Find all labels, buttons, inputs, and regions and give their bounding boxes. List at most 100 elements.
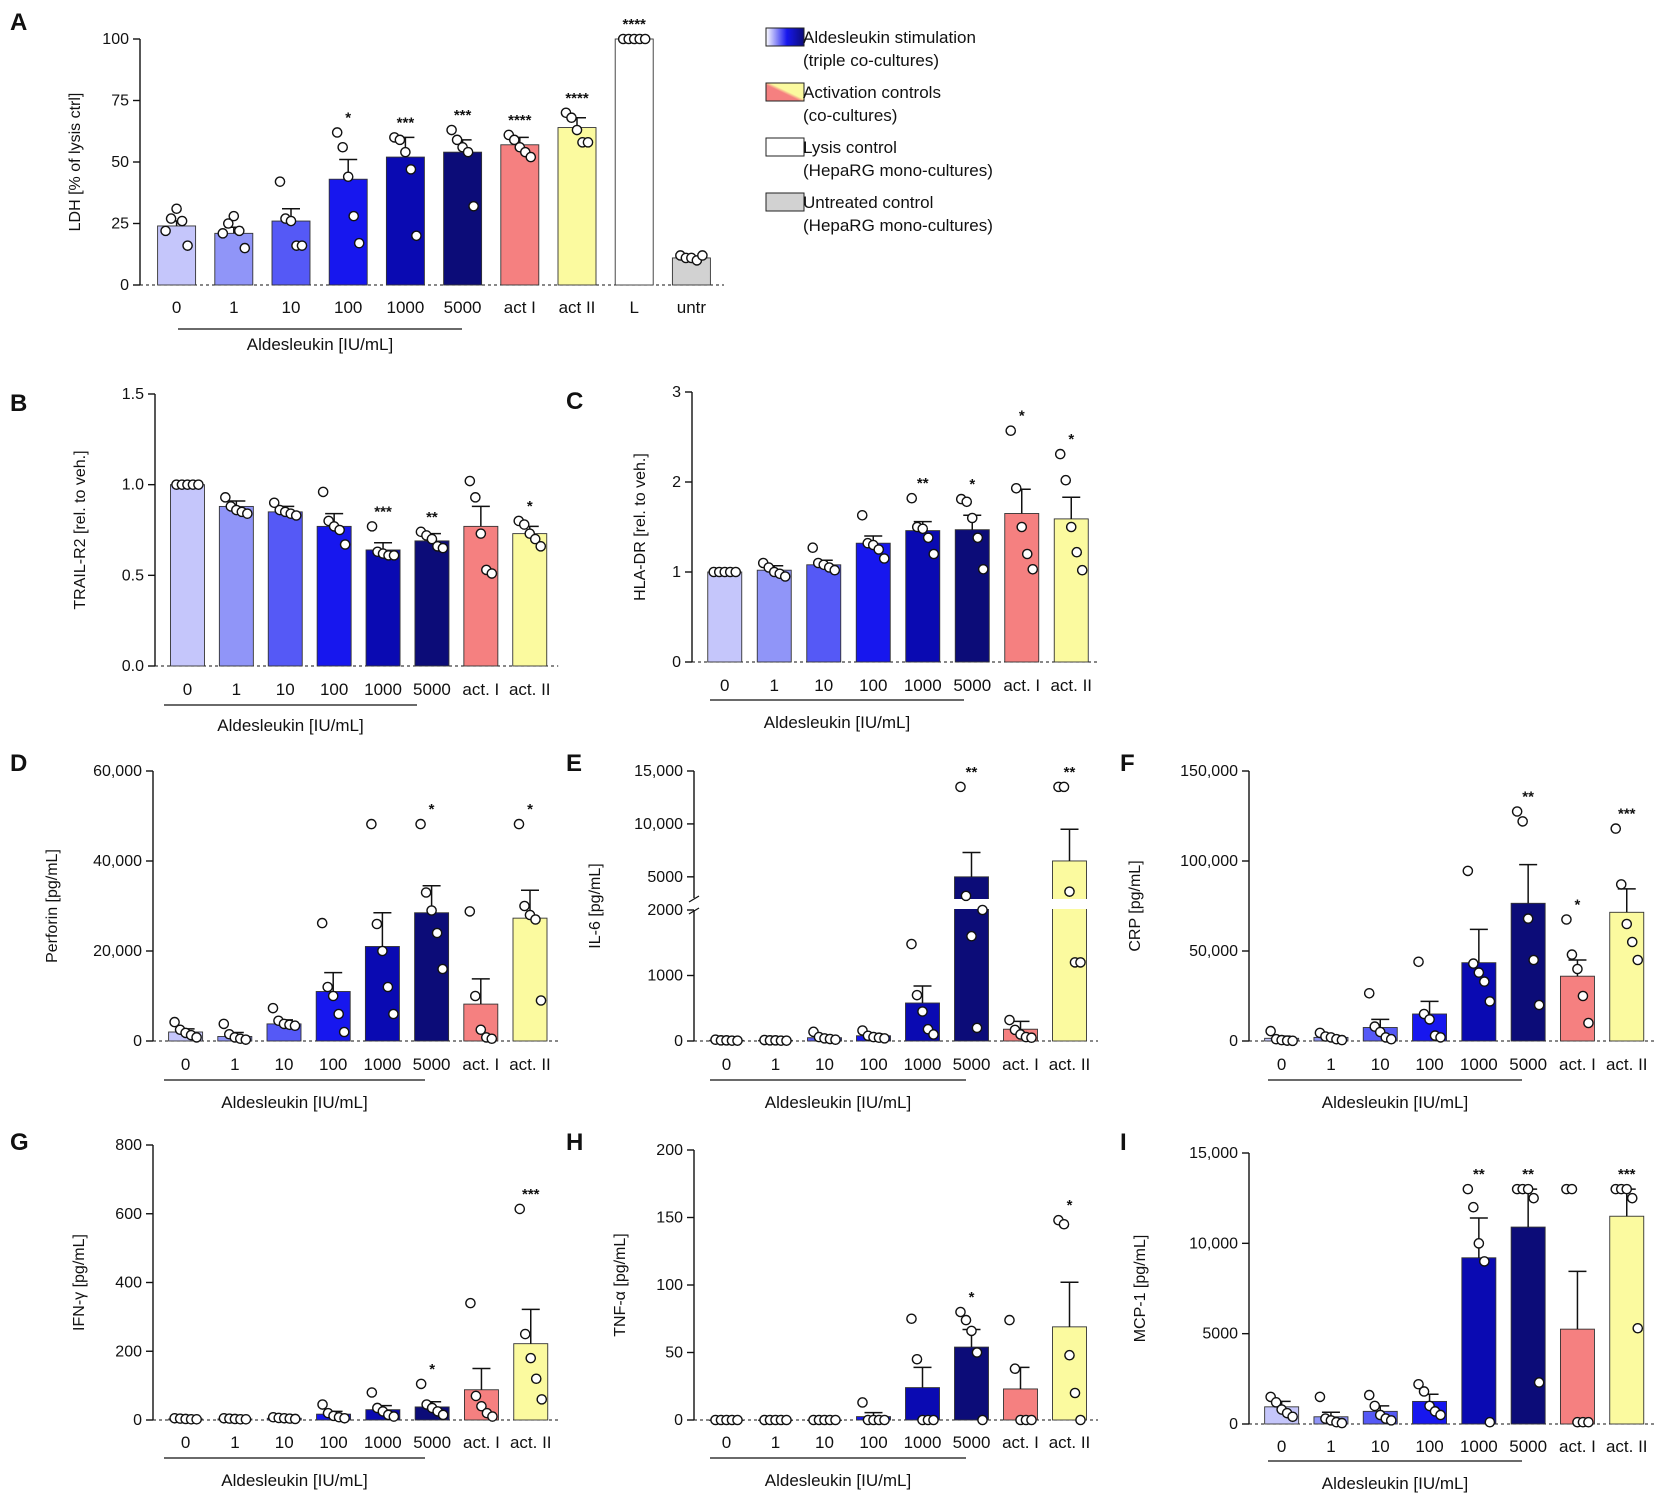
x-tick-label: 1000	[364, 680, 402, 699]
x-tick-label: 1	[771, 1055, 780, 1074]
data-point	[1468, 1201, 1479, 1213]
data-point	[1610, 823, 1622, 834]
data-point	[961, 496, 973, 508]
data-point	[697, 250, 708, 261]
y-axis-label: TRAIL-R2 [rel. to veh.]	[72, 450, 89, 609]
data-point	[1016, 521, 1028, 533]
data-point	[191, 1032, 202, 1043]
bar	[1609, 1215, 1645, 1425]
y-tick-label: 20,000	[93, 943, 142, 960]
data-point	[955, 1306, 966, 1318]
data-point	[1287, 1411, 1298, 1423]
data-point	[1511, 806, 1523, 817]
bar	[707, 571, 743, 663]
significance-stars: ****	[565, 90, 589, 107]
panel-label: A	[10, 9, 27, 36]
legend-item-activation: Activation controls (co-cultures)	[765, 82, 941, 125]
data-point	[475, 528, 487, 539]
x-tick-label: 0	[181, 1055, 190, 1074]
y-tick-label: 40,000	[93, 853, 142, 870]
panel-g: G 0 200 400 600 800 IFN-γ [pg/mL] 0 1 10 100 1000 * 5…	[10, 1129, 560, 1490]
axis-break-mark	[688, 895, 700, 903]
data-point	[289, 1020, 301, 1031]
x-axis-group-label: Aldesleukin [IU/mL]	[1322, 1093, 1468, 1112]
data-point	[1468, 958, 1479, 969]
data-point	[1615, 879, 1627, 890]
data-point	[779, 571, 791, 582]
x-tick-label: 10	[282, 298, 301, 317]
data-point	[1473, 967, 1485, 978]
data-point	[1583, 1416, 1594, 1428]
data-point	[476, 1400, 487, 1412]
data-point	[411, 230, 422, 242]
data-point	[464, 906, 476, 917]
y-tick-label: 1.0	[122, 477, 144, 494]
x-tick-label: act. I	[463, 1433, 500, 1452]
data-point	[873, 544, 885, 555]
bar	[271, 220, 311, 286]
y-tick-label: 0	[1229, 1033, 1238, 1050]
x-tick-label: act. II	[509, 680, 551, 699]
x-tick-label: 0	[720, 676, 729, 695]
data-point	[928, 1414, 939, 1426]
x-tick-label: 0	[1277, 1055, 1286, 1074]
data-point	[1065, 521, 1077, 533]
significance-stars: **	[917, 475, 929, 492]
x-axis-group-label: Aldesleukin [IU/mL]	[1322, 1474, 1468, 1493]
bar	[328, 178, 368, 286]
data-point	[1577, 990, 1589, 1002]
data-point	[426, 905, 437, 916]
y-tick-label: 60,000	[93, 763, 142, 780]
y-tick-label: 400	[115, 1275, 142, 1292]
data-point	[1533, 999, 1545, 1011]
y-tick-label: 0	[133, 1033, 142, 1050]
data-point	[1528, 954, 1539, 966]
data-point	[339, 539, 351, 550]
data-point	[1424, 1014, 1435, 1025]
x-tick-label: 1000	[1460, 1055, 1498, 1074]
data-point	[371, 918, 383, 930]
significance-stars: *	[1067, 1197, 1073, 1214]
data-point	[878, 553, 890, 564]
legend-swatch-redyellow	[765, 82, 805, 102]
data-point	[781, 1035, 792, 1046]
x-tick-label: 100	[319, 1055, 347, 1074]
significance-stars: ***	[1618, 1166, 1636, 1183]
data-point	[1566, 949, 1578, 960]
data-point	[366, 1387, 378, 1398]
data-point	[906, 492, 918, 504]
significance-stars: **	[1522, 1166, 1534, 1183]
data-point	[906, 938, 917, 950]
data-point	[160, 225, 171, 237]
data-point	[333, 1008, 345, 1020]
y-tick-label: 1.5	[122, 386, 144, 403]
data-point	[1054, 448, 1066, 460]
bar-axis-gap	[1051, 899, 1088, 909]
data-point	[462, 146, 474, 158]
bar	[512, 533, 548, 667]
data-point	[830, 1034, 841, 1045]
data-point	[977, 564, 989, 575]
significance-stars: *	[969, 1289, 975, 1306]
bar	[756, 569, 792, 663]
data-point	[242, 508, 253, 519]
data-point	[972, 532, 984, 544]
data-point	[464, 475, 476, 487]
x-tick-label: 5000	[413, 1055, 451, 1074]
y-tick-label: 0	[133, 1412, 142, 1429]
panel-label: C	[566, 388, 583, 415]
y-tick-label: 150	[656, 1210, 683, 1227]
x-tick-label: 1	[771, 1433, 780, 1452]
data-point	[451, 134, 463, 146]
x-tick-label: 5000	[1509, 1437, 1547, 1456]
data-point	[1484, 996, 1496, 1007]
x-tick-label: 5000	[1509, 1055, 1547, 1074]
panel-label: G	[10, 1129, 29, 1156]
data-point	[1473, 1238, 1485, 1249]
y-tick-label: 0.0	[122, 658, 144, 675]
data-point	[339, 1412, 350, 1424]
significance-stars: *	[527, 498, 533, 515]
data-point	[165, 213, 177, 224]
bar	[385, 156, 425, 286]
x-tick-label: 10	[815, 1055, 834, 1074]
